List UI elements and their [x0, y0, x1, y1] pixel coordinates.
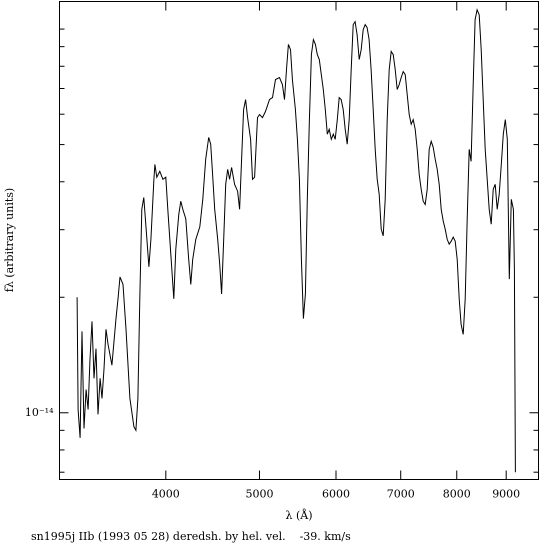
- x-tick-label: 6000: [322, 488, 350, 501]
- chart-title: sn1995j IIb (1993 05 28) deredsh. by hel…: [31, 530, 351, 543]
- x-tick-label: 8000: [443, 488, 471, 501]
- plot-frame: [59, 1, 539, 480]
- y-axis-label: fλ (arbitrary units): [3, 188, 16, 292]
- spectrum-line: [76, 8, 516, 473]
- y-tick-label: 10⁻¹⁴: [25, 406, 54, 419]
- x-tick-label: 9000: [492, 488, 520, 501]
- x-tick-label: 4000: [152, 488, 180, 501]
- x-tick-label: 5000: [245, 488, 273, 501]
- x-axis-label: λ (Å): [286, 508, 313, 522]
- x-tick-label: 7000: [387, 488, 415, 501]
